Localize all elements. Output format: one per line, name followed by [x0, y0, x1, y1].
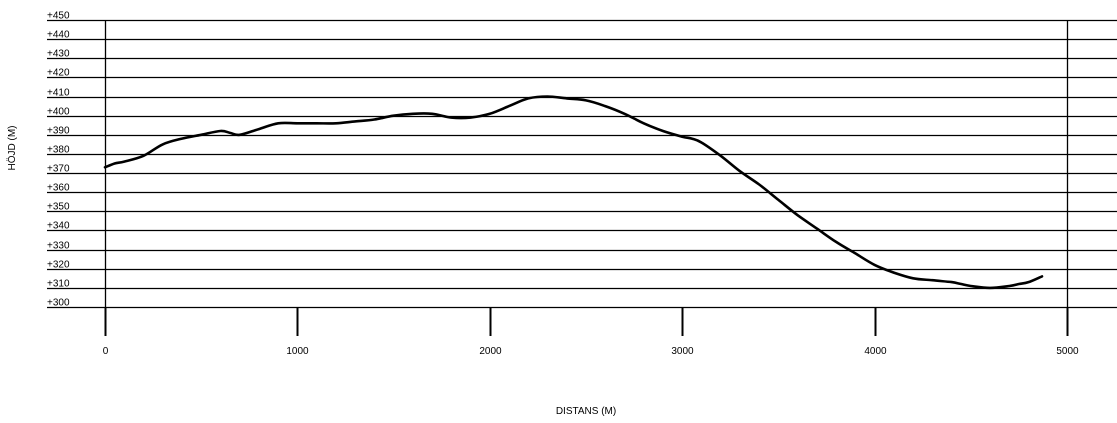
- data-point: [432, 113, 433, 114]
- x-axis-ticks: 0 1000 2000 3000 4000 5000: [103, 307, 1079, 357]
- y-tick-label: +430: [47, 49, 70, 60]
- data-point: [961, 283, 962, 284]
- data-point: [393, 115, 394, 116]
- y-tick-label: +410: [47, 88, 70, 99]
- x-axis-title: DISTANS (M): [556, 406, 616, 417]
- data-point: [451, 117, 452, 118]
- data-point: [547, 96, 548, 97]
- data-point: [201, 134, 202, 135]
- data-point: [624, 113, 625, 114]
- data-point: [220, 130, 221, 131]
- data-point: [739, 171, 740, 172]
- data-point: [162, 144, 163, 145]
- y-tick-label: +350: [47, 202, 70, 213]
- data-point: [662, 130, 663, 131]
- data-point: [355, 121, 356, 122]
- data-point: [114, 163, 115, 164]
- data-point: [605, 106, 606, 107]
- data-point: [316, 123, 317, 124]
- data-point: [1009, 285, 1010, 286]
- data-point: [528, 98, 529, 99]
- y-tick-label: +330: [47, 241, 70, 252]
- data-point: [720, 155, 721, 156]
- y-tick-label: +370: [47, 164, 70, 175]
- data-point: [508, 106, 509, 107]
- data-point: [470, 117, 471, 118]
- x-tick-label: 3000: [671, 346, 694, 357]
- data-point: [239, 134, 240, 135]
- y-tick-label: +300: [47, 298, 70, 309]
- y-tick-label: +310: [47, 279, 70, 290]
- data-point: [816, 228, 817, 229]
- data-point: [643, 123, 644, 124]
- data-point: [489, 113, 490, 114]
- data-point: [989, 287, 990, 288]
- y-tick-label: +400: [47, 107, 70, 118]
- data-point: [836, 241, 837, 242]
- x-tick-label: 1000: [286, 346, 309, 357]
- data-point: [1041, 276, 1042, 277]
- data-point: [855, 253, 856, 254]
- y-tick-labels: +450 +440 +430 +420 +410 +400 +390 +380 +370 +360…: [47, 11, 70, 309]
- data-point: [585, 100, 586, 101]
- data-point: [230, 132, 231, 133]
- data-point: [566, 98, 567, 99]
- data-point: [412, 113, 413, 114]
- data-point: [874, 264, 875, 265]
- data-point: [682, 136, 683, 137]
- data-point: [1018, 283, 1019, 284]
- data-point: [335, 123, 336, 124]
- y-tick-label: +450: [47, 11, 70, 22]
- y-tick-label: +340: [47, 221, 70, 232]
- x-tick-label: 5000: [1056, 346, 1079, 357]
- data-point: [893, 272, 894, 273]
- y-tick-label: +390: [47, 126, 70, 137]
- data-point: [759, 184, 760, 185]
- data-point: [932, 280, 933, 281]
- data-point: [374, 119, 375, 120]
- data-point: [691, 138, 692, 139]
- y-axis-title: HÖJD (M): [6, 126, 18, 171]
- data-point: [778, 199, 779, 200]
- data-point: [143, 155, 144, 156]
- data-point: [104, 167, 105, 168]
- x-tick-label: 0: [103, 346, 109, 357]
- y-tick-label: +380: [47, 145, 70, 156]
- data-point: [278, 123, 279, 124]
- elevation-line: [103, 95, 1044, 290]
- series-layer: [103, 95, 1044, 290]
- data-point: [701, 142, 702, 143]
- data-point: [970, 285, 971, 286]
- data-point: [181, 138, 182, 139]
- x-tick-label: 4000: [864, 346, 887, 357]
- data-point: [951, 282, 952, 283]
- y-tick-label: +420: [47, 68, 70, 79]
- y-tick-label: +360: [47, 183, 70, 194]
- y-tick-label: +320: [47, 260, 70, 271]
- data-point: [297, 123, 298, 124]
- y-tick-label: +440: [47, 30, 70, 41]
- data-point: [913, 278, 914, 279]
- grid-lines: [47, 19, 1117, 309]
- data-point: [124, 161, 125, 162]
- data-point: [1028, 282, 1029, 283]
- data-point: [797, 215, 798, 216]
- x-tick-label: 2000: [479, 346, 502, 357]
- data-point: [258, 129, 259, 130]
